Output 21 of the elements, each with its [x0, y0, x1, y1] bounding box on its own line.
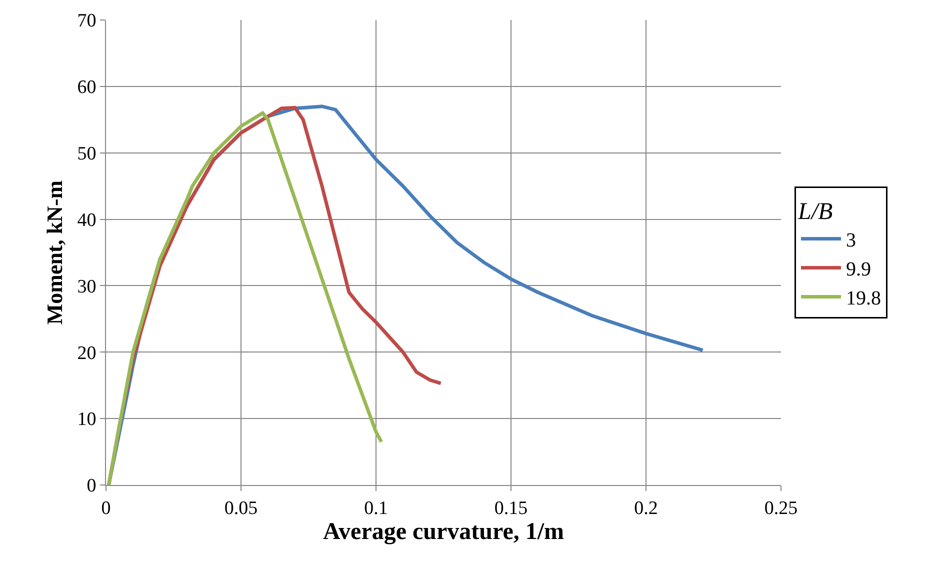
y-tick-label: 30 [77, 276, 96, 298]
legend-label: 3 [846, 230, 856, 252]
y-tick-label: 40 [77, 210, 96, 231]
line-series [106, 111, 384, 485]
x-axis-title: Average curvature, 1/m [322, 519, 564, 546]
x-tick-label: 0.05 [224, 498, 258, 519]
y-tick-label: 70 [77, 10, 96, 32]
legend-title: L/B [797, 199, 834, 226]
legend-label: 9.9 [846, 258, 871, 280]
y-tick-label: 60 [77, 77, 96, 98]
x-tick-label: 0.2 [634, 498, 658, 519]
y-axis-title: Moment, kN-m [42, 180, 67, 325]
y-tick-label: 50 [77, 144, 96, 165]
x-tick-label: 0.1 [364, 498, 388, 519]
y-tick-label: 20 [77, 342, 96, 364]
x-tick-label: 0 [101, 498, 111, 519]
y-tick-label: 0 [86, 476, 96, 497]
legend-label: 19.8 [846, 288, 881, 310]
x-tick-label: 0.15 [494, 498, 528, 519]
x-tick-label: 0.25 [764, 498, 798, 519]
y-tick-label: 10 [77, 409, 96, 430]
